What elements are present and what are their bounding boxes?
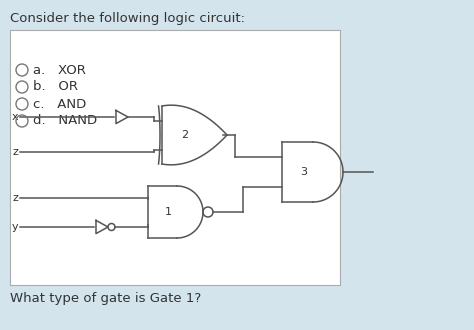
Text: Consider the following logic circuit:: Consider the following logic circuit: <box>10 12 245 25</box>
Text: d.   NAND: d. NAND <box>33 115 97 127</box>
Bar <box>10 30 340 285</box>
Text: z: z <box>12 147 18 157</box>
Text: 2: 2 <box>181 130 188 140</box>
Text: What type of gate is Gate 1?: What type of gate is Gate 1? <box>10 292 201 305</box>
Text: x: x <box>11 112 18 122</box>
Text: 1: 1 <box>165 207 172 217</box>
Text: y: y <box>11 222 18 232</box>
Text: 3: 3 <box>300 167 307 177</box>
Text: z: z <box>12 193 18 203</box>
Text: b.   OR: b. OR <box>33 81 78 93</box>
Text: a.   XOR: a. XOR <box>33 63 86 77</box>
Text: c.   AND: c. AND <box>33 97 86 111</box>
